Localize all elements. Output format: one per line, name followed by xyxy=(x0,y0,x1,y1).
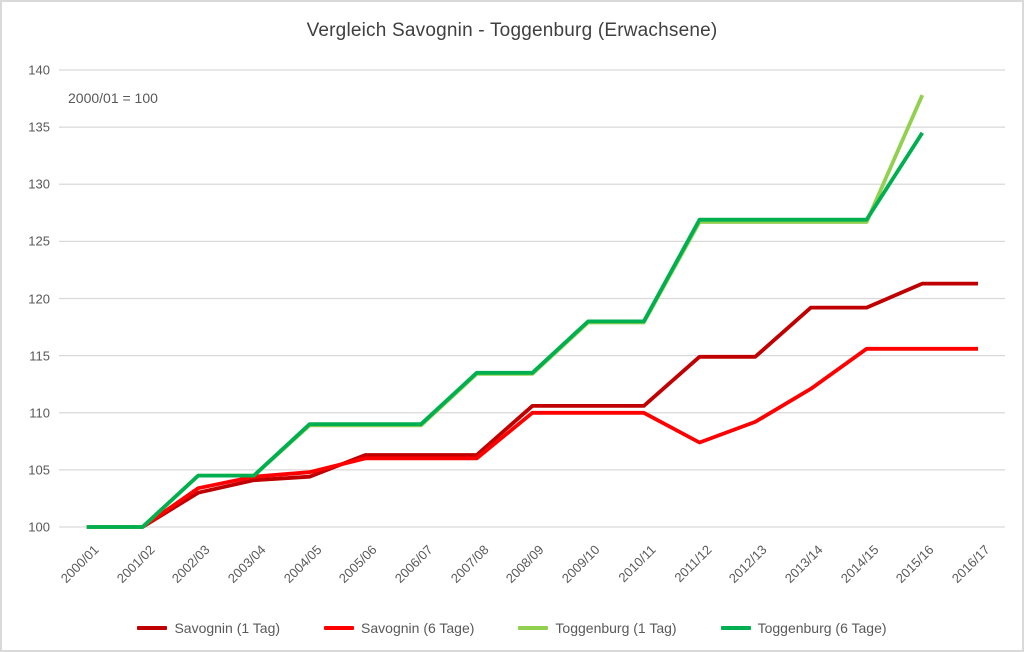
legend-marker-icon xyxy=(137,626,168,630)
y-axis-tick-label: 110 xyxy=(29,405,50,421)
chart-title: Vergleich Savognin - Toggenburg (Erwachs… xyxy=(306,20,718,41)
series-line-2 xyxy=(86,94,925,529)
legend-marker-icon xyxy=(720,626,751,630)
legend-label: Toggenburg (6 Tage) xyxy=(757,620,887,636)
legend: Savognin (1 Tag) Savognin (6 Tage) Toggenb… xyxy=(2,612,1022,644)
legend-item: Toggenburg (1 Tag) xyxy=(518,620,677,636)
y-axis-tick-label: 105 xyxy=(28,462,50,478)
legend-label: Toggenburg (1 Tag) xyxy=(555,620,677,636)
y-axis-tick-label: 130 xyxy=(28,176,50,192)
y-axis-tick-label: 140 xyxy=(28,62,50,78)
y-axis-tick-label: 135 xyxy=(28,119,50,135)
legend-item: Savognin (6 Tage) xyxy=(324,620,474,636)
series-line-1 xyxy=(86,346,978,529)
index-base-annotation: 2000/01 = 100 xyxy=(68,90,158,106)
series-line-0 xyxy=(86,281,978,529)
y-axis-tick-label: 115 xyxy=(29,348,50,364)
legend-label: Savognin (1 Tag) xyxy=(174,620,281,636)
legend-marker-icon xyxy=(324,626,355,630)
legend-item: Savognin (1 Tag) xyxy=(137,620,280,636)
series-line-3 xyxy=(86,131,924,529)
legend-label: Savognin (6 Tage) xyxy=(361,620,475,636)
y-axis-tick-label: 100 xyxy=(28,519,50,535)
y-axis-tick-label: 125 xyxy=(28,233,50,249)
legend-marker-icon xyxy=(518,626,549,630)
legend-item: Toggenburg (6 Tage) xyxy=(720,620,887,636)
y-axis-tick-label: 120 xyxy=(28,291,50,306)
